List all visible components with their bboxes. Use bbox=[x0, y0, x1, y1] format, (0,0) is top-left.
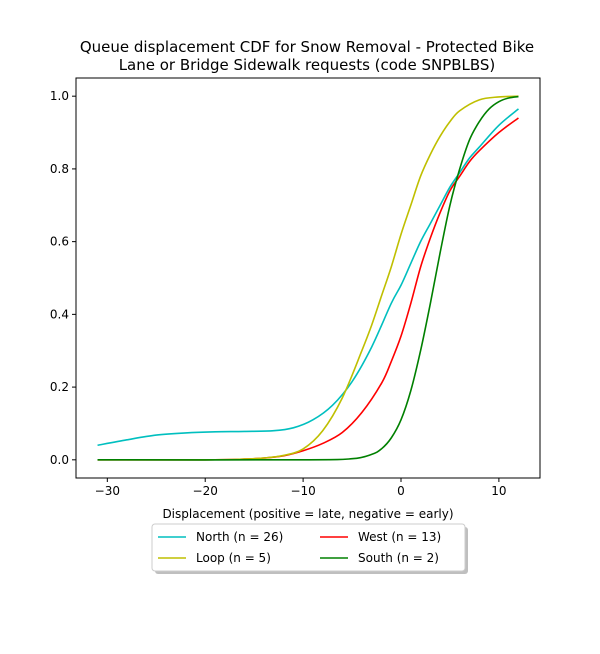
legend-label-south: South (n = 2) bbox=[358, 551, 439, 565]
legend-box bbox=[151, 523, 466, 572]
x-axis-label: Displacement (positive = late, negative … bbox=[162, 507, 453, 521]
legend: North (n = 26) West (n = 13) Loop (n = 5) S… bbox=[151, 523, 468, 574]
legend-items: North (n = 26) West (n = 13) Loop (n = 5) S… bbox=[158, 530, 441, 565]
chart-title-line-1: Queue displacement CDF for Snow Removal … bbox=[80, 38, 534, 56]
plot-frame bbox=[75, 77, 541, 479]
x-axis-ticks: −30 −20 −10 0 10 bbox=[95, 478, 507, 498]
y-tick-label: 0.0 bbox=[50, 453, 69, 467]
y-tick-label: 0.4 bbox=[50, 307, 69, 321]
series-line-loop bbox=[97, 95, 519, 461]
chart-title-line-2: Lane or Bridge Sidewalk requests (code S… bbox=[119, 56, 496, 74]
y-tick-label: 0.8 bbox=[50, 162, 69, 176]
series-line-west bbox=[97, 117, 519, 461]
x-tick-label: −10 bbox=[290, 484, 315, 498]
x-tick-label: 0 bbox=[397, 484, 405, 498]
legend-label-north: North (n = 26) bbox=[196, 530, 283, 544]
y-axis-ticks: 0.0 0.2 0.4 0.6 0.8 1.0 bbox=[50, 89, 76, 467]
x-tick-label: −20 bbox=[193, 484, 218, 498]
x-tick-label: −30 bbox=[95, 484, 120, 498]
y-tick-label: 0.6 bbox=[50, 235, 69, 249]
series-line-north bbox=[97, 108, 519, 447]
legend-label-west: West (n = 13) bbox=[358, 530, 441, 544]
y-tick-label: 0.2 bbox=[50, 380, 69, 394]
legend-label-loop: Loop (n = 5) bbox=[196, 551, 271, 565]
series-line-south bbox=[97, 95, 519, 461]
x-tick-label: 10 bbox=[491, 484, 506, 498]
y-tick-label: 1.0 bbox=[50, 89, 69, 103]
plot-lines bbox=[97, 95, 519, 461]
